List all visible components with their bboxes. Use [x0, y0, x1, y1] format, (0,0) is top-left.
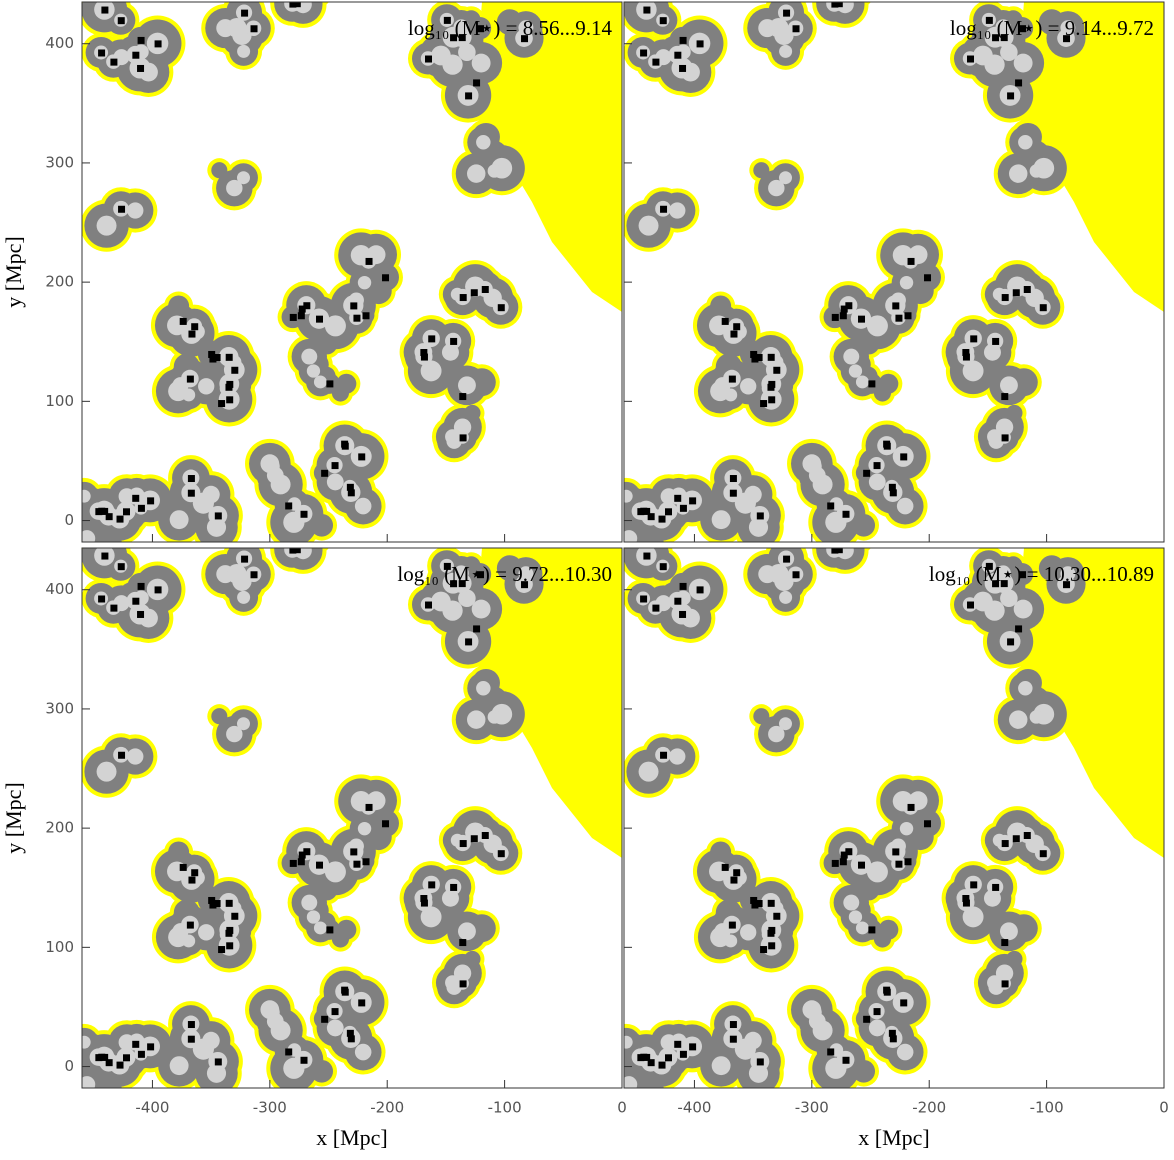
- panel-frame: [623, 547, 1165, 1089]
- panel: [624, 2, 1164, 542]
- panel-frame: [623, 1, 1165, 543]
- x-tick-label: -100: [1030, 1099, 1064, 1117]
- y-tick-label: 400: [45, 34, 74, 52]
- x-tick-label: -200: [912, 1099, 946, 1117]
- x-tick-label: -300: [253, 1099, 287, 1117]
- x-tick-label: 0: [1159, 1099, 1169, 1117]
- y-tick-label: 300: [45, 699, 74, 717]
- x-tick-label: -400: [135, 1099, 169, 1117]
- panel: [82, 2, 622, 542]
- y-tick-label: 0: [64, 511, 74, 529]
- y-tick-label: 100: [45, 392, 74, 410]
- panel-title: log₁₀ (M⋆) = 10.30...10.89: [929, 562, 1154, 586]
- y-tick-label: 0: [64, 1057, 74, 1075]
- panel-frame: [81, 547, 623, 1089]
- y-tick-label: 200: [45, 819, 74, 837]
- y-axis-label: y [Mpc]: [1, 236, 26, 307]
- density-map: [624, 2, 1164, 542]
- x-tick-label: -100: [488, 1099, 522, 1117]
- x-tick-label: 0: [617, 1099, 627, 1117]
- y-tick-label: 100: [45, 938, 74, 956]
- x-tick-label: -400: [677, 1099, 711, 1117]
- x-tick-label: -200: [370, 1099, 404, 1117]
- density-map: [82, 2, 622, 542]
- panel-frame: [81, 1, 623, 543]
- y-tick-label: 300: [45, 153, 74, 171]
- y-axis-label: y [Mpc]: [1, 782, 26, 853]
- x-tick-label: -300: [795, 1099, 829, 1117]
- y-tick-label: 200: [45, 273, 74, 291]
- x-axis-label: x [Mpc]: [316, 1125, 387, 1150]
- x-axis-label: x [Mpc]: [858, 1125, 929, 1150]
- panel-title: log₁₀ (M⋆) = 9.14...9.72: [950, 16, 1154, 40]
- y-tick-label: 400: [45, 580, 74, 598]
- panel-title: log₁₀ (M⋆) = 8.56...9.14: [408, 16, 613, 40]
- panel-title: log₁₀ (M⋆) = 9.72...10.30: [397, 562, 612, 586]
